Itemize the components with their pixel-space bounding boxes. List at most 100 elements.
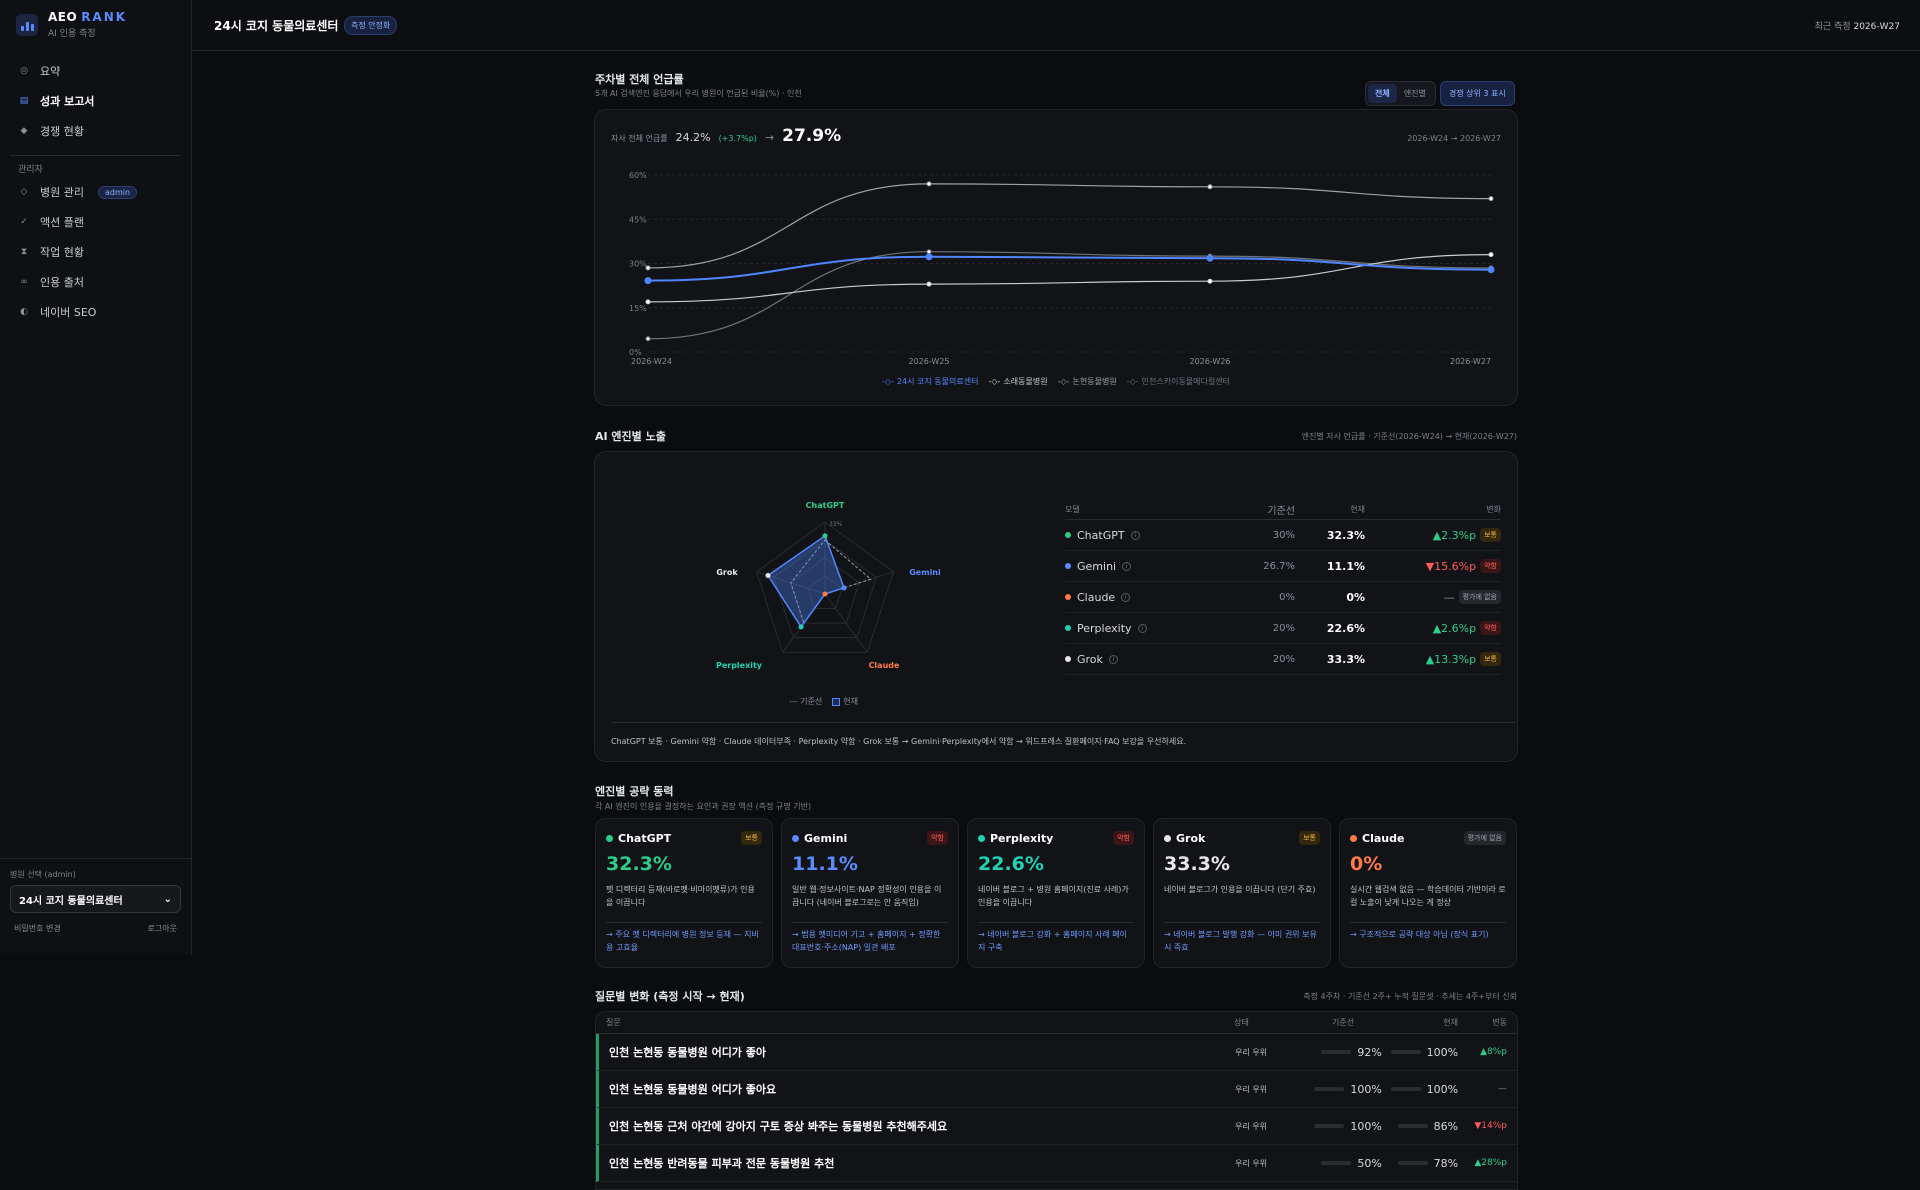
legend-item[interactable]: -◇- 24시 코지 동물의료센터 [882,376,978,387]
nav-item-action-plan[interactable]: ✓ 액션 플랜 [10,207,182,237]
bar-track [1314,1087,1345,1091]
nav-item-summary[interactable]: ◎ 요약 [10,56,182,86]
bar-track [1390,1087,1421,1091]
legend-item[interactable]: -◇- 인천스카이동물메디컬센터 [1127,376,1230,387]
driver-card-action[interactable]: → 네이버 블로그 강화 + 홈페이지 사례 페이지 구축 [978,922,1134,954]
status-tag: 약함 [1480,621,1501,635]
hospital-select[interactable]: 24시 코지 동물의료센터 ⌄ [10,885,181,913]
weekly-chart-card: 자사 전체 언급률 24.2% (+3.7%p) → 27.9% 2026-W2… [594,109,1518,406]
legend-item[interactable]: -◇- 논현동물병원 [1058,376,1117,387]
engine-row[interactable]: ChatGPT i 30% 32.3% ▲2.3%p 보통 [1065,520,1501,551]
info-icon[interactable]: i [1137,623,1147,633]
driver-card-gemini[interactable]: Gemini 약함 11.1% 일반 웹·정보사이트·NAP 정확성이 인용을 이끕니… [781,818,959,968]
question-change: ▼14%p [1474,1121,1507,1131]
link-icon: ∞ [20,277,28,287]
driver-card-value: 33.3% [1164,853,1230,875]
nav-item-naver-seo[interactable]: ◐ 네이버 SEO [10,297,182,327]
data-point[interactable] [1487,266,1495,274]
nav-item-work-status[interactable]: ⧗ 작업 현황 [10,237,182,267]
kpi-range: 2026-W24 → 2026-W27 [1407,134,1501,143]
x-tick-label: 2026-W24 [631,357,672,366]
data-point[interactable] [1207,184,1213,190]
data-point[interactable] [1207,278,1213,284]
legend-label: 논현동물병원 [1072,377,1117,386]
driver-card-grok[interactable]: Grok 보통 33.3% 네이버 블로그가 인용을 이끕니다 (단기 주효) → 네이… [1153,818,1331,968]
question-row[interactable]: 인천 논현동 근처 야간에 강아지 구토 증상 봐주는 동물병원 추천해주세요 우… [596,1108,1517,1145]
radar-point[interactable] [841,585,847,591]
kpi-from: 24.2% [675,131,711,144]
driver-card-action[interactable]: → 구조적으로 공략 대상 아님 (장식 표기) [1350,922,1506,941]
kpi-summary: 자사 전체 언급률 24.2% (+3.7%p) → 27.9% [611,126,841,146]
data-point[interactable] [926,181,932,187]
view-all-button[interactable]: 전체 [1368,84,1397,103]
driver-card-action[interactable]: → 범용 펫미디어 기고 + 홈페이지 + 정확한 대표번호·주소(NAP) 일… [792,922,948,954]
data-point[interactable] [926,281,932,287]
admin-nav: ◇ 병원 관리 admin ✓ 액션 플랜 ⧗ 작업 현황 ∞ 인용 출처 ◐ 네이버 SE… [10,177,182,327]
info-icon[interactable]: i [1130,530,1140,540]
nav-item-report[interactable]: ▤ 성과 보고서 [19,95,95,108]
nav-section-admin: 관리자 [18,165,43,175]
weekly-subtitle: 5개 AI 검색엔진 응답에서 우리 병원이 언급된 비율(%) · 인천 [595,89,802,98]
data-point[interactable] [925,253,933,261]
nav-item-hospital-admin[interactable]: ◇ 병원 관리 admin [10,177,182,207]
question-row[interactable]: 인천 논현동 동물병원 어디가 좋아 우리 우위 92% 100% ▲8%p [596,1034,1517,1071]
nav-item-competition[interactable]: ◆ 경쟁 현황 [10,116,182,146]
page-title: 24시 코지 동물의료센터 [214,19,339,33]
engine-change: ▲13.3%p 보통 [1365,652,1501,666]
engine-row[interactable]: Claude i 0% 0% — 평가에 없음 [1065,582,1501,613]
logout-link[interactable]: 로그아웃 [147,924,177,933]
question-change: ▲8%p [1480,1047,1507,1057]
engine-row[interactable]: Perplexity i 20% 22.6% ▲2.6%p 약함 [1065,613,1501,644]
nav-item-citations[interactable]: ∞ 인용 출처 [10,267,182,297]
radar-axis-label: Grok [716,568,738,577]
question-text: 인천 논현동 반려동물 피부과 전문 동물병원 추천 [609,1157,835,1170]
status-tag: 약함 [1113,831,1134,845]
brand[interactable]: AEO RANK AI 인용 측정 [16,10,127,39]
info-icon[interactable]: i [1122,561,1132,571]
kpi-to: 27.9% [782,126,842,146]
engine-row[interactable]: Grok i 20% 33.3% ▲13.3%p 보통 [1065,644,1501,675]
bar-value: 100% [1350,1119,1382,1133]
drivers-subtitle: 각 AI 엔진이 인용을 결정하는 요인과 권장 액션 (측정 규명 기반) [595,802,812,811]
data-point[interactable] [645,336,651,342]
radar-point[interactable] [765,572,771,578]
driver-card-action[interactable]: → 네이버 블로그 발행 강화 — 이미 권위 보유 시 즉효 [1164,922,1320,954]
data-point[interactable] [644,277,652,285]
engine-current: 32.3% [1326,528,1365,542]
status-tag: 평가에 없음 [1463,831,1506,845]
radar-point[interactable] [822,591,828,597]
radar-point[interactable] [822,533,828,539]
radar-point[interactable] [798,624,804,630]
info-icon[interactable]: i [1121,592,1131,602]
y-tick-label: 15% [629,304,647,313]
engine-row[interactable]: Gemini i 26.7% 11.1% ▼15.6%p 약함 [1065,551,1501,582]
legend-item[interactable]: -◇- 소래동물병원 [988,376,1047,387]
series-line-2[interactable] [647,183,1492,269]
view-engine-button[interactable]: 엔진별 [1403,89,1426,98]
driver-card-claude[interactable]: Claude 평가에 없음 0% 실시간 웹검색 없음 — 학습데이터 기반이라 로컬… [1339,818,1517,968]
bar-value: 100% [1426,1082,1459,1096]
engines-subtitle: 엔진별 자사 언급률 · 기준선(2026-W24) → 현재(2026-W27… [1301,432,1517,441]
engine-color-dot [1065,594,1071,600]
info-icon[interactable]: i [1108,654,1118,664]
question-row[interactable]: 인천 논현동 반려동물 피부과 전문 동물병원 추천 우리 우위 50% 78% ▲28… [596,1145,1517,1182]
driver-card-perplexity[interactable]: Perplexity 약함 22.6% 네이버 블로그 + 병원 홈페이지(진료 사례… [967,818,1145,968]
series-line-1[interactable] [647,254,1492,303]
data-point[interactable] [1488,252,1494,258]
main-nav: ◎ 요약 ▤ 성과 보고서 ◆ 경쟁 현황 [10,56,182,146]
data-point[interactable] [645,265,651,271]
data-point[interactable] [645,299,651,305]
driver-card-chatgpt[interactable]: ChatGPT 보통 32.3% 펫 디렉터리 등재(바로펫·비마이펫류)가 인용을 … [595,818,773,968]
data-point[interactable] [1206,254,1214,262]
radar-legend-current: 현재 [832,696,858,707]
driver-card-action[interactable]: → 주요 펫 디렉터리에 병원 정보 등재 — 지비용 고효율 [606,922,762,954]
show-top3-button[interactable]: 경쟁 상위 3 표시 [1439,81,1515,106]
legend-label: 소래동물병원 [1003,377,1048,386]
data-point[interactable] [926,249,932,255]
series-line-0[interactable] [647,255,1492,282]
y-tick-label: 30% [629,260,647,269]
data-point[interactable] [1488,196,1494,202]
question-row[interactable]: 인천 논현동 동물병원 어디가 좋아요 우리 우위 100% 100% — [596,1071,1517,1108]
series-line-3[interactable] [647,251,1492,340]
change-password-link[interactable]: 비밀번호 변경 [14,924,61,933]
